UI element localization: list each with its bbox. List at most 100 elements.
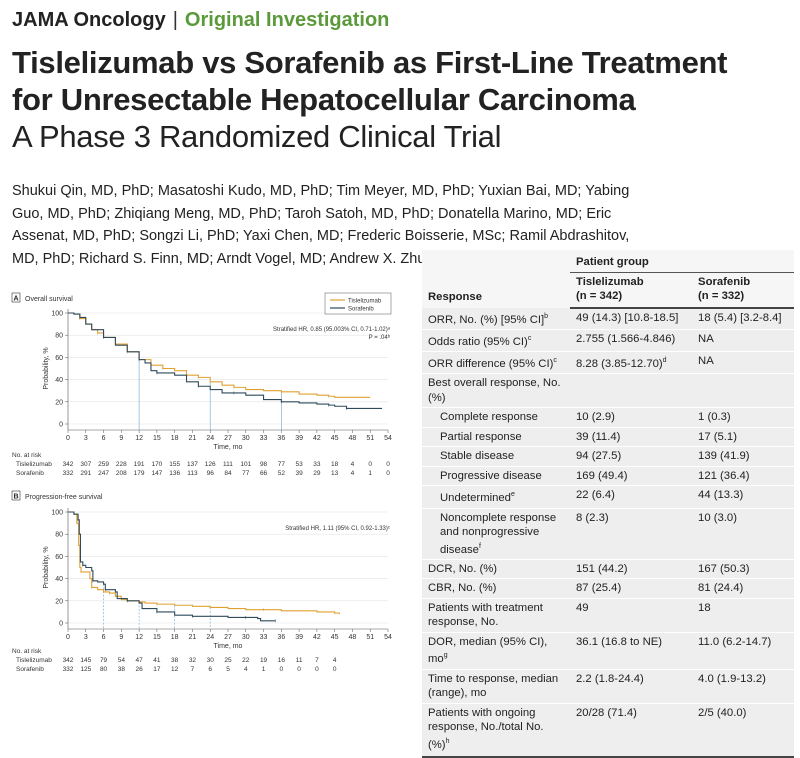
table-row: Stable disease 94 (27.5) 139 (41.9) (422, 446, 794, 467)
risk-count: 7 (191, 666, 195, 673)
article-title: Tislelizumab vs Sorafenib as First-Line … (12, 44, 727, 155)
risk-count: 26 (135, 666, 143, 673)
tislelizumab-value-text: 22 (6.4) (576, 489, 615, 502)
tislelizumab-value: 151 (44.2) (570, 559, 693, 580)
x-tick-label: 36 (277, 435, 285, 442)
col-header-response: Response (422, 250, 570, 308)
row-label: Noncomplete response and nonprogressive … (422, 508, 570, 560)
x-tick-label: 3 (84, 435, 88, 442)
risk-count: 4 (244, 666, 248, 673)
risk-count: 22 (242, 657, 250, 664)
risk-count: 4 (351, 470, 355, 477)
row-label: ORR, No. (%) [95% CI]b (422, 307, 570, 330)
x-tick-label: 48 (349, 435, 357, 442)
row-label: DCR, No. (%) (422, 559, 570, 580)
x-tick-label: 18 (171, 435, 179, 442)
journal-name: JAMA Oncology (12, 9, 166, 31)
risk-table-label: No. at risk (12, 648, 42, 655)
risk-row-name: Sorafenib (16, 666, 44, 673)
table-row: Time to response, median (range), mo 2.2 … (422, 669, 794, 704)
sorafenib-value: NA (692, 351, 794, 375)
footnote-marker: d (662, 357, 667, 365)
sorafenib-value-text: 4.0 (1.9-13.2) (698, 672, 766, 685)
risk-count: 208 (116, 470, 127, 477)
x-tick-label: 9 (119, 435, 123, 442)
risk-count: 145 (80, 657, 91, 664)
x-tick-label: 54 (384, 634, 392, 641)
risk-count: 0 (280, 666, 284, 673)
risk-count: 137 (187, 461, 198, 468)
table-row: Noncomplete response and nonprogressive … (422, 508, 794, 560)
row-label-text: Patients with treatment response, No. (428, 601, 543, 629)
y-tick-label: 80 (55, 333, 63, 340)
risk-count: 111 (223, 461, 233, 468)
x-axis-label: Time, mo (214, 444, 243, 451)
y-tick-label: 100 (51, 311, 63, 318)
col-header-patient-group: Patient group (570, 250, 794, 273)
x-tick-label: 30 (242, 634, 250, 641)
footnote-marker: b (544, 312, 549, 320)
sorafenib-value (692, 373, 794, 409)
tislelizumab-value-text: 151 (44.2) (576, 562, 628, 575)
tislelizumab-value-text: 8 (2.3) (576, 511, 609, 524)
sorafenib-value: 4.0 (1.9-13.2) (692, 669, 794, 704)
table-row: CBR, No. (%) 87 (25.4) 81 (24.4) (422, 578, 794, 599)
sorafenib-value: 44 (13.3) (692, 485, 794, 509)
row-label: Stable disease (422, 446, 570, 467)
tislelizumab-value-text: 49 (14.3) [10.8-18.5] (576, 311, 679, 324)
risk-count: 307 (80, 461, 91, 468)
risk-count: 125 (80, 666, 91, 673)
col-header-sorafenib: Sorafenib (n = 332) (692, 272, 794, 309)
tis-name: Tislelizumab (576, 275, 644, 288)
hazard-ratio-annotation: Stratified HR, 0.85 (95.003% CI, 0.71-1.… (273, 327, 391, 333)
risk-count: 6 (208, 666, 212, 673)
risk-count: 0 (386, 461, 390, 468)
legend-box (324, 292, 392, 315)
risk-row-name: Tislelizumab (16, 657, 52, 664)
sorafenib-value: NA (692, 329, 794, 353)
x-axis-label: Time, mo (214, 643, 243, 650)
tislelizumab-value: 10 (2.9) (570, 407, 693, 428)
x-tick-label: 21 (189, 435, 197, 442)
table-row: Best overall response, No. (%) (422, 373, 794, 409)
panel-label: B (13, 494, 18, 501)
sorafenib-value-text: NA (698, 332, 714, 345)
panel-label: A (13, 296, 18, 303)
x-tick-label: 36 (277, 634, 285, 641)
y-tick-label: 60 (55, 355, 63, 362)
risk-count: 113 (187, 470, 198, 477)
row-label: Patients with ongoing response, No./tota… (422, 703, 570, 758)
tislelizumab-value-text: 49 (576, 601, 589, 614)
table-row: ORR difference (95% CI)c 8.28 (3.85-12.70… (422, 351, 794, 375)
x-tick-label: 6 (102, 634, 106, 641)
footnote-marker: g (443, 652, 448, 660)
row-label: DOR, median (95% CI), mog (422, 632, 570, 670)
row-label-text: Stable disease (440, 450, 515, 463)
row-label: Time to response, median (range), mo (422, 669, 570, 704)
risk-count: 52 (278, 470, 286, 477)
risk-count: 38 (171, 657, 179, 664)
y-tick-label: 60 (55, 554, 63, 561)
sorafenib-value-text: 1 (0.3) (698, 411, 731, 424)
title-line-2: for Unresectable Hepatocellular Carcinom… (12, 82, 636, 117)
risk-count: 0 (386, 470, 390, 477)
x-tick-label: 27 (224, 435, 232, 442)
tislelizumab-value: 2.2 (1.8-24.4) (570, 669, 693, 704)
sorafenib-value: 17 (5.1) (692, 427, 794, 448)
y-tick-label: 40 (55, 377, 63, 384)
row-label-text: Partial response (440, 430, 522, 443)
risk-count: 12 (171, 666, 179, 673)
risk-row-name: Sorafenib (16, 470, 44, 477)
risk-count: 29 (313, 470, 321, 477)
x-tick-label: 24 (206, 634, 214, 641)
row-label-text: ORR difference (95% CI) (428, 357, 554, 370)
risk-count: 25 (224, 657, 232, 664)
article-section: Original Investigation (184, 9, 390, 31)
table-row: Patients with treatment response, No. 49 1… (422, 598, 794, 633)
tislelizumab-value: 8 (2.3) (570, 508, 693, 560)
risk-count: 39 (295, 470, 303, 477)
risk-count: 0 (315, 666, 319, 673)
risk-count: 228 (116, 461, 127, 468)
row-label-text: Complete response (440, 411, 538, 424)
risk-count: 54 (118, 657, 126, 664)
